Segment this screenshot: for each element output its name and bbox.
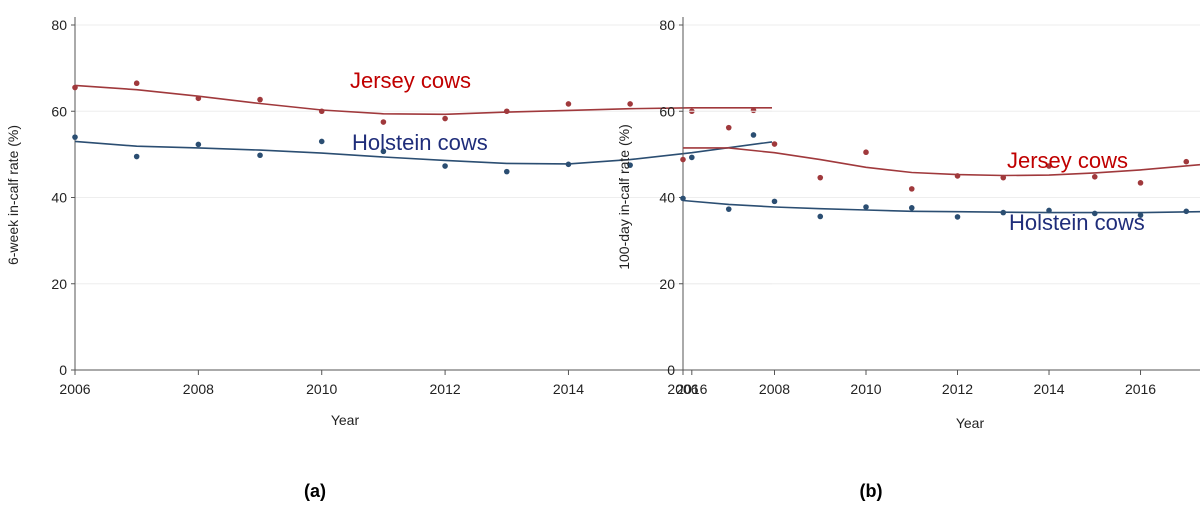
holstein-cows-data-point xyxy=(503,168,510,175)
holstein-cows-data-point xyxy=(680,195,686,202)
jersey-cows-data-point xyxy=(1000,174,1007,181)
jersey-cows-data-point xyxy=(771,141,778,147)
y-tick-label: 80 xyxy=(51,17,67,33)
jersey-cows-data-point xyxy=(627,101,633,107)
jersey-cows-data-point xyxy=(442,115,448,122)
holstein-cows-data-point xyxy=(908,205,915,211)
y-tick-label: 0 xyxy=(59,362,67,378)
jersey-cows-data-point xyxy=(133,80,140,87)
jersey-cows-data-point xyxy=(72,84,78,91)
y-tick-label: 40 xyxy=(51,190,67,206)
jersey-cows-data-point xyxy=(817,174,824,181)
jersey-cows-data-point xyxy=(680,156,686,163)
holstein-cows-series-label: Holstein cows xyxy=(1009,210,1145,235)
y-tick-label: 60 xyxy=(659,103,675,119)
holstein-cows-data-point xyxy=(750,132,757,138)
y-axis-label: 6-week in-calf rate (%) xyxy=(5,125,21,265)
holstein-cows-data-point xyxy=(689,154,695,161)
jersey-cows-data-point xyxy=(750,107,757,114)
chart-panel-b: 0 20 40 60 80 2006 2008 2010 2012 2014 2016 Year 100… xyxy=(616,17,1200,501)
holstein-cows-data-point xyxy=(133,153,140,160)
jersey-cows-data-point xyxy=(954,173,961,179)
y-tick-label: 60 xyxy=(51,103,67,119)
jersey-cows-series-label: Jersey cows xyxy=(1007,148,1128,173)
x-axis-label: Year xyxy=(331,412,360,428)
holstein-cows-data-point xyxy=(195,141,202,148)
chart-panel-a: 0 20 40 60 80 2006 2008 2010 2012 2014 2016 Year 6-w… xyxy=(5,17,773,501)
x-tick-label: 2008 xyxy=(183,381,214,397)
holstein-cows-data-point xyxy=(771,198,778,205)
holstein-cows-data-point xyxy=(442,163,448,169)
holstein-cows-data-point xyxy=(1046,207,1052,214)
y-tick-label: 80 xyxy=(659,17,675,33)
holstein-cows-data-point xyxy=(565,161,572,168)
panel-label: (b) xyxy=(860,481,883,501)
x-tick-label: 2016 xyxy=(1125,381,1156,397)
y-axis-label: 100-day in-calf rate (%) xyxy=(616,124,632,270)
x-tick-label: 2010 xyxy=(850,381,881,397)
panel-label: (a) xyxy=(304,481,326,501)
x-tick-label: 2012 xyxy=(430,381,461,397)
holstein-cows-trend-line xyxy=(682,199,1200,214)
holstein-cows-series-label: Holstein cows xyxy=(352,130,488,155)
y-tick-label: 0 xyxy=(667,362,675,378)
x-tick-label: 2014 xyxy=(1033,381,1064,397)
jersey-cows-data-point xyxy=(257,96,263,103)
holstein-cows-data-point xyxy=(257,152,263,159)
jersey-cows-data-point xyxy=(380,119,387,125)
holstein-cows-data-point xyxy=(954,214,961,220)
jersey-cows-data-point xyxy=(1091,174,1098,180)
x-tick-label: 2006 xyxy=(667,381,698,397)
holstein-cows-data-point xyxy=(863,204,869,210)
holstein-cows-data-point xyxy=(725,206,732,212)
x-axis-label: Year xyxy=(956,415,985,431)
holstein-cows-data-point xyxy=(1091,210,1098,217)
jersey-cows-data-point xyxy=(1046,163,1052,169)
jersey-cows-data-point xyxy=(565,101,572,107)
jersey-cows-data-point xyxy=(1183,158,1190,165)
x-tick-label: 2012 xyxy=(942,381,973,397)
holstein-cows-data-point xyxy=(72,134,78,140)
jersey-cows-data-point xyxy=(908,186,915,192)
y-tick-label: 20 xyxy=(51,276,67,292)
holstein-cows-data-point xyxy=(380,148,387,155)
jersey-cows-data-point xyxy=(503,108,510,115)
x-tick-label: 2006 xyxy=(59,381,90,397)
x-tick-label: 2010 xyxy=(306,381,337,397)
holstein-cows-data-point xyxy=(817,213,824,220)
holstein-cows-data-point xyxy=(1137,212,1144,218)
jersey-cows-data-point xyxy=(863,149,869,156)
x-tick-label: 2016 xyxy=(676,381,707,397)
y-tick-label: 40 xyxy=(659,190,675,206)
jersey-cows-trend-line xyxy=(74,84,772,116)
jersey-cows-data-point xyxy=(725,124,732,131)
holstein-cows-data-point xyxy=(627,162,633,168)
y-tick-label: 20 xyxy=(659,276,675,292)
jersey-cows-data-point xyxy=(1137,180,1144,186)
holstein-cows-data-point xyxy=(1000,209,1007,216)
jersey-cows-data-point xyxy=(195,95,202,102)
x-tick-label: 2008 xyxy=(759,381,790,397)
holstein-cows-data-point xyxy=(318,138,325,145)
jersey-cows-series-label: Jersey cows xyxy=(350,68,471,93)
holstein-cows-data-point xyxy=(1183,208,1190,215)
x-tick-label: 2014 xyxy=(553,381,584,397)
holstein-cows-trend-line xyxy=(74,140,773,165)
jersey-cows-data-point xyxy=(318,108,325,115)
jersey-cows-trend-line xyxy=(683,147,1200,177)
